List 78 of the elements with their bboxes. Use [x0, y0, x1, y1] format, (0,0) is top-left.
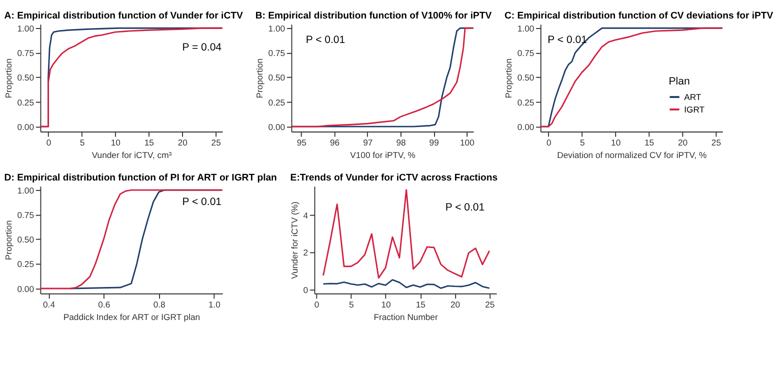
x-axis-title: Paddick Index for ART or IGRT plan — [63, 312, 200, 322]
x-tick-label: 25 — [211, 137, 222, 148]
y-axis-title: Vunder for iCTV (%) — [289, 202, 300, 279]
y-tick-label: 2 — [303, 248, 308, 258]
x-tick-label: 98 — [396, 137, 406, 148]
y-tick-label: 0.50 — [268, 72, 286, 83]
line-series — [40, 189, 224, 290]
annotation: P < 0.01 — [548, 34, 588, 46]
y-tick-label: 0.00 — [17, 284, 34, 294]
y-tick-label: 0.75 — [17, 48, 34, 58]
x-tick-label: 20 — [678, 137, 688, 148]
x-tick-label: 10 — [381, 299, 392, 310]
x-tick-label: 15 — [644, 137, 654, 148]
x-tick-label: 25 — [485, 299, 495, 310]
y-tick-label: 1.00 — [17, 23, 34, 34]
y-tick-label: 1.00 — [17, 185, 34, 196]
x-axis-title: Deviation of normalized CV for iPTV, % — [557, 150, 707, 160]
y-tick-label: 0.75 — [517, 48, 534, 58]
line-series — [40, 27, 224, 128]
x-tick-label: 0.4 — [43, 299, 56, 310]
y-tick-label: 0.25 — [268, 97, 286, 108]
y-tick-label: 0.75 — [268, 48, 286, 58]
x-tick-label: 0.6 — [98, 299, 110, 310]
y-tick-label: 0.00 — [517, 122, 534, 132]
annotation: P < 0.01 — [182, 196, 222, 208]
y-tick-label: 4 — [303, 210, 308, 220]
x-tick-label: 10 — [611, 137, 621, 148]
chart-title: D: Empirical distribution function of PI for ART or IGRT plan — [4, 172, 278, 184]
chart-title: C: Empirical distribution function of CV deviations for iPTV — [504, 10, 774, 22]
y-tick-label: 0.50 — [17, 234, 34, 245]
x-axis-title: Vunder for iCTV, cm³ — [92, 150, 172, 160]
annotation: P = 0.04 — [182, 42, 222, 54]
x-tick-label: 20 — [178, 137, 188, 148]
x-tick-label: 20 — [450, 299, 460, 310]
line-series — [322, 279, 490, 289]
y-tick-label: 1.00 — [517, 23, 534, 34]
legend-title: Plan — [668, 76, 690, 88]
legend-label: ART — [684, 92, 702, 102]
y-tick-label: 0.25 — [517, 97, 534, 108]
x-tick-label: 15 — [144, 137, 154, 148]
y-axis-title: Proportion — [3, 220, 14, 260]
y-tick-label: 0.50 — [17, 72, 34, 83]
chart-title: B: Empirical distribution function of V100% for iPTV — [255, 10, 492, 22]
x-tick-label: 10 — [110, 137, 121, 148]
x-tick-label: 96 — [330, 137, 340, 148]
x-tick-label: 5 — [80, 137, 85, 148]
y-axis-title: Proportion — [504, 58, 514, 98]
x-tick-label: 99 — [429, 137, 440, 148]
x-tick-label: 25 — [711, 137, 722, 148]
y-tick-label: 0.25 — [17, 259, 34, 270]
chart-title: A: Empirical distribution function of Vunder for iCTV — [4, 10, 244, 22]
x-tick-label: 1.0 — [208, 299, 221, 310]
y-tick-label: 0.50 — [517, 72, 534, 83]
y-axis-title: Proportion — [254, 58, 265, 98]
annotation: P < 0.01 — [445, 201, 485, 214]
y-tick-label: 1.00 — [268, 23, 286, 34]
y-tick-label: 0.75 — [17, 210, 34, 220]
x-tick-label: 0 — [46, 137, 52, 148]
x-tick-label: 0.8 — [153, 299, 166, 310]
y-tick-label: 0.00 — [17, 122, 34, 132]
x-tick-label: 5 — [349, 299, 354, 310]
chart-title: E:Trends of Vunder for iCTV across Fractions — [290, 172, 498, 184]
x-tick-label: 95 — [296, 137, 307, 148]
x-tick-label: 100 — [460, 137, 475, 148]
x-tick-label: 0 — [546, 137, 552, 148]
x-tick-label: 0 — [314, 299, 320, 310]
y-tick-label: 0.00 — [268, 122, 286, 132]
x-tick-label: 15 — [416, 299, 426, 310]
line-series — [322, 189, 490, 279]
annotation: P < 0.01 — [306, 34, 346, 46]
x-tick-label: 97 — [363, 137, 373, 148]
legend-label: IGRT — [684, 104, 706, 114]
y-tick-label: 0.25 — [17, 97, 34, 108]
x-axis-title: Fraction Number — [374, 312, 438, 322]
x-axis-title: V100 for iPTV, % — [350, 150, 416, 160]
y-tick-label: 0 — [303, 285, 308, 296]
y-axis-title: Proportion — [3, 58, 14, 98]
x-tick-label: 5 — [580, 137, 585, 148]
